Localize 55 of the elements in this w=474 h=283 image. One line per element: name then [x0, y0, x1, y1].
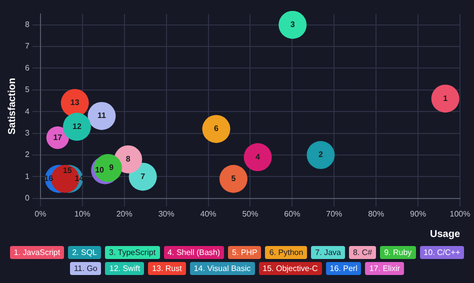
- text: 5. PHP: [228, 246, 262, 259]
- y-tick-label: 2: [24, 150, 30, 160]
- x-axis-title: Usage: [430, 228, 460, 240]
- y-tick-label: 6: [24, 63, 30, 72]
- annotation: 4: [256, 152, 261, 162]
- annotation: 5: [231, 174, 236, 184]
- text: 14. Visual Basic: [190, 262, 255, 275]
- x-tick-label: 10%: [74, 209, 90, 218]
- text: 2. SQL: [68, 246, 101, 259]
- text: 13. Rust: [148, 262, 186, 275]
- annotation: 12: [72, 122, 82, 132]
- y-tick-label: 0: [24, 194, 30, 203]
- x-tick-label: 60%: [284, 209, 300, 218]
- text: 10. C/C++: [420, 246, 464, 259]
- annotation: 10: [95, 165, 105, 174]
- x-tick-label: 0%: [34, 209, 46, 218]
- text: 6. Python: [265, 246, 308, 259]
- text: 12. Swift: [105, 262, 144, 275]
- annotation: 9: [109, 163, 114, 172]
- annotation: 7: [140, 172, 146, 181]
- annotation: 17: [53, 132, 63, 142]
- text: 11. Go: [70, 262, 102, 275]
- text: 9. Ruby: [380, 246, 416, 259]
- y-tick-label: 3: [24, 128, 30, 138]
- y-tick-label: 1: [24, 172, 30, 181]
- annotation: 6: [214, 124, 220, 134]
- annotation: 2: [318, 150, 324, 160]
- text: 7. Java: [311, 246, 345, 259]
- annotation: 1: [443, 94, 448, 103]
- x-tick-label: 20%: [116, 209, 132, 218]
- text: 4. Shell (Bash): [164, 246, 224, 259]
- annotation: 13: [70, 98, 80, 108]
- y-axis-title: Satisfaction: [6, 78, 18, 135]
- y-tick-label: 8: [24, 20, 30, 30]
- text: 15. Objective-C: [258, 262, 322, 275]
- x-tick-label: 50%: [242, 209, 258, 218]
- text: 1. JavaScript: [10, 246, 64, 259]
- x-tick-label: 70%: [326, 209, 342, 218]
- x-tick-label: 30%: [158, 209, 174, 218]
- annotation: 15: [62, 166, 72, 176]
- y-tick-label: 4: [24, 106, 30, 116]
- annotation: 11: [97, 111, 106, 120]
- text: 16. Perl: [326, 262, 362, 275]
- text: 8. C#: [348, 246, 376, 259]
- x-tick-label: 100%: [450, 209, 470, 218]
- annotation: 3: [290, 20, 296, 30]
- annotation: 14: [74, 174, 84, 184]
- y-tick-label: 7: [24, 42, 30, 51]
- x-tick-label: 90%: [410, 209, 426, 218]
- annotation: 8: [126, 154, 131, 164]
- text: 17. Elixir: [365, 262, 404, 275]
- x-tick-label: 40%: [200, 209, 216, 218]
- y-tick-label: 5: [24, 85, 30, 94]
- x-tick-label: 80%: [368, 209, 384, 218]
- text: 3. TypeScript: [105, 246, 160, 259]
